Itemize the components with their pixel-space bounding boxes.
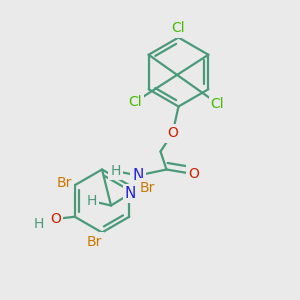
Text: Br: Br <box>87 235 102 248</box>
Text: O: O <box>188 167 199 181</box>
Text: O: O <box>167 127 178 140</box>
Text: Br: Br <box>57 176 72 190</box>
Text: Cl: Cl <box>172 22 185 35</box>
Text: Cl: Cl <box>211 97 224 110</box>
Text: Cl: Cl <box>128 95 142 109</box>
Text: H: H <box>34 217 44 230</box>
Text: O: O <box>50 212 61 226</box>
Text: Br: Br <box>139 181 155 194</box>
Text: N: N <box>132 168 144 183</box>
Text: N: N <box>125 186 136 201</box>
Text: H: H <box>110 164 121 178</box>
Text: H: H <box>86 194 97 208</box>
